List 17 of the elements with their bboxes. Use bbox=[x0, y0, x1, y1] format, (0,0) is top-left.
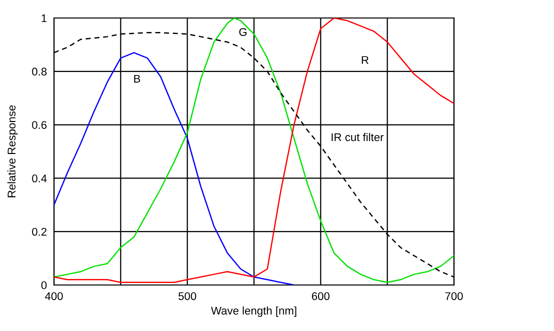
y-tick-label: 0.4 bbox=[32, 174, 47, 182]
y-axis-title: Relative Response bbox=[7, 105, 18, 198]
series-label: IR cut filter bbox=[332, 132, 384, 142]
y-tick-label: 1 bbox=[42, 14, 47, 22]
series-label: B bbox=[134, 74, 140, 83]
x-tick-label: 500 bbox=[178, 292, 196, 300]
x-tick-label: 700 bbox=[445, 292, 463, 300]
y-tick-label: 0.8 bbox=[32, 68, 47, 76]
x-axis-title: Wave length [nm] bbox=[211, 306, 296, 317]
text: R bbox=[362, 56, 368, 64]
y-tick-label: 0.2 bbox=[32, 228, 46, 236]
y-tick-label: 0.6 bbox=[32, 121, 47, 129]
x-tick-label: 400 bbox=[44, 292, 63, 300]
x-tick-label: 600 bbox=[312, 292, 330, 300]
line-series bbox=[54, 52, 295, 285]
series-label: G bbox=[239, 28, 246, 36]
y-tick-label: 0 bbox=[41, 281, 47, 290]
